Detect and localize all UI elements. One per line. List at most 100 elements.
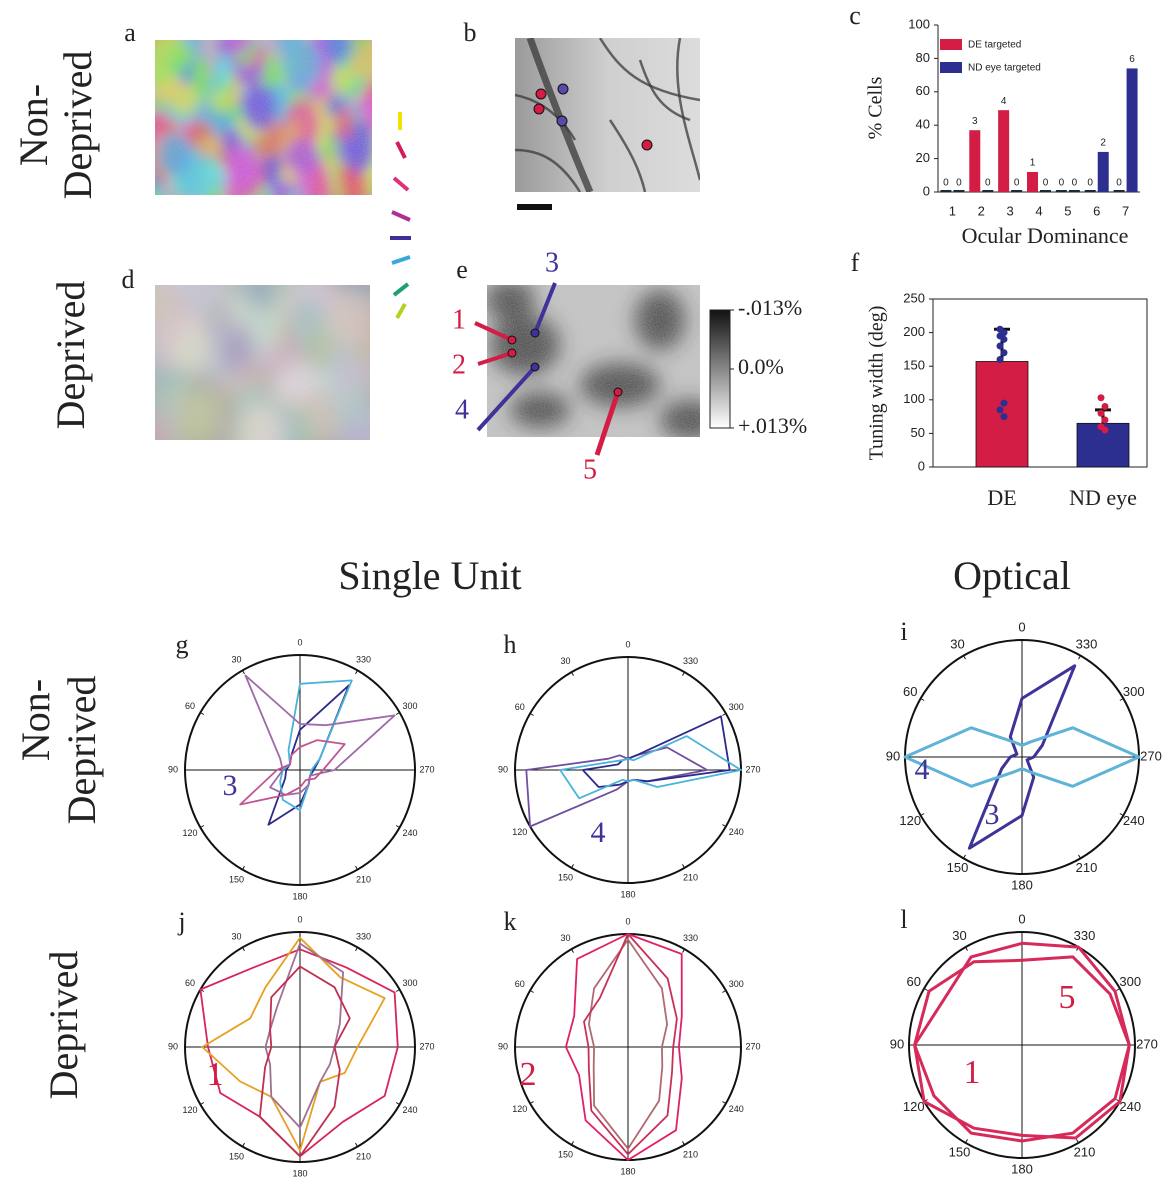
bar: [953, 190, 964, 192]
angle-label: 210: [356, 874, 371, 884]
angle-label: 120: [182, 828, 197, 838]
angle-label: 90: [886, 748, 900, 763]
angle-label: 60: [515, 702, 525, 712]
y-axis-label: % Cells: [865, 76, 887, 139]
angle-label: 270: [745, 764, 760, 774]
key-bar: [394, 178, 408, 190]
figure: Non-DeprivedDeprivedNon-DeprivedDeprived…: [0, 0, 1173, 1178]
y-tick-label: 40: [916, 117, 930, 132]
value-label: 0: [1087, 178, 1093, 189]
value-label: 0: [1059, 178, 1065, 189]
site-label: 2: [452, 349, 466, 380]
angle-label: 300: [1119, 974, 1141, 989]
angle-label: 300: [1123, 684, 1145, 699]
data-point: [1001, 336, 1008, 343]
angle-label: 150: [949, 1145, 971, 1160]
deprived-map: [128, 260, 397, 471]
angle-label: 150: [229, 874, 244, 884]
panel-letter: b: [464, 18, 477, 47]
value-label: 0: [1014, 178, 1020, 189]
bar: [1114, 190, 1125, 192]
site-dot: [531, 363, 539, 371]
map-noise: [155, 285, 370, 440]
value-label: 4: [1001, 96, 1007, 107]
angle-label: 30: [231, 931, 241, 941]
y-tick-label: 150: [903, 358, 925, 373]
vessel-image: [515, 38, 700, 192]
angle-label: 120: [512, 1104, 527, 1114]
angle-label: 90: [498, 764, 508, 774]
angle-label: 270: [419, 1041, 434, 1051]
angle-label: 270: [419, 764, 434, 774]
angle-label: 90: [890, 1036, 904, 1051]
legend-label: ND eye targeted: [968, 63, 1041, 74]
panel-letter: h: [504, 630, 517, 659]
site-label: 5: [583, 454, 597, 485]
angle-label: 210: [1076, 860, 1098, 875]
angle-label: 300: [402, 978, 417, 988]
row-label: Deprived: [41, 951, 86, 1100]
data-point: [1001, 349, 1008, 356]
angle-label: 210: [683, 873, 698, 883]
panel-letter: i: [900, 617, 907, 646]
angle-label: 60: [515, 979, 525, 989]
bar: [1011, 190, 1022, 192]
angle-label: 30: [952, 928, 966, 943]
angle-label: 120: [903, 1099, 925, 1114]
map-noise: [155, 40, 372, 195]
legend-label: DE targeted: [968, 40, 1021, 51]
site-number: 3: [985, 798, 1000, 831]
x-tick-label: ND eye: [1069, 485, 1137, 510]
site-number: 4: [915, 753, 930, 786]
legend-swatch: [940, 39, 962, 50]
angle-label: 270: [1136, 1036, 1158, 1051]
site-dot: [558, 84, 568, 94]
signal-image: [485, 280, 720, 440]
site-dot: [536, 89, 546, 99]
key-bar: [397, 304, 405, 318]
panel-letter: j: [177, 907, 185, 936]
angle-label: 30: [560, 933, 570, 943]
panel-letter: d: [122, 265, 135, 294]
angle-label: 240: [1119, 1099, 1141, 1114]
tuning-curve: [245, 675, 394, 795]
angle-label: 180: [292, 891, 307, 901]
image-bg: [515, 38, 700, 192]
angle-label: 330: [1074, 928, 1096, 943]
site-label: 3: [545, 247, 559, 278]
y-tick-label: 50: [911, 425, 925, 440]
x-tick-label: 7: [1122, 203, 1129, 218]
site-dot: [642, 140, 652, 150]
angle-label: 30: [231, 654, 241, 664]
site-dot: [614, 388, 622, 396]
panel-letter: g: [176, 630, 189, 659]
angle-label: 270: [745, 1041, 760, 1051]
value-label: 0: [1116, 178, 1122, 189]
angle-label: 210: [1074, 1145, 1096, 1160]
section-title: Optical: [953, 553, 1071, 598]
angle-label: 240: [402, 828, 417, 838]
panel-letter: l: [900, 905, 907, 934]
panel-letter: a: [124, 18, 136, 47]
angle-label: 60: [185, 701, 195, 711]
section-title: Single Unit: [338, 553, 521, 598]
row-label: Deprived: [55, 51, 100, 200]
legend-swatch: [940, 62, 962, 73]
angle-label: 30: [950, 637, 964, 652]
angle-label: 90: [168, 764, 178, 774]
colorbar: [710, 310, 730, 428]
angle-label: 30: [560, 656, 570, 666]
angle-label: 300: [729, 979, 744, 989]
angle-label: 240: [402, 1105, 417, 1115]
key-bar: [392, 212, 410, 220]
bar: [1056, 190, 1067, 192]
x-tick-label: 5: [1064, 203, 1071, 218]
angle-label: 270: [1140, 748, 1162, 763]
key-bar: [394, 284, 408, 295]
bar: [1127, 68, 1138, 192]
angle-label: 180: [292, 1168, 307, 1178]
row-label: Non-: [11, 84, 56, 166]
angle-label: 0: [297, 637, 302, 647]
panel-letter: c: [849, 1, 861, 30]
value-label: 0: [943, 178, 949, 189]
